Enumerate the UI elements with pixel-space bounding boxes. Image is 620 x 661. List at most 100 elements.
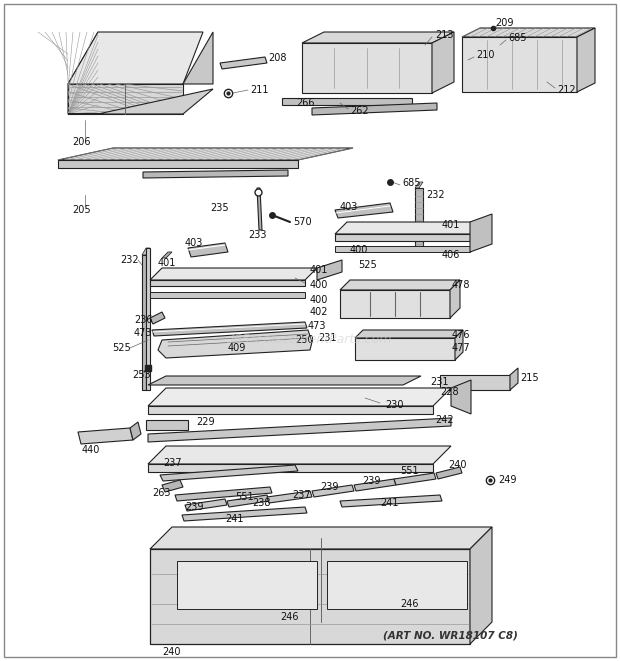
Polygon shape: [302, 32, 454, 43]
Polygon shape: [150, 268, 317, 280]
Polygon shape: [335, 246, 470, 252]
Text: 230: 230: [385, 400, 404, 410]
Polygon shape: [188, 243, 228, 257]
Text: 239: 239: [362, 476, 381, 486]
Text: 235: 235: [210, 203, 229, 213]
Polygon shape: [510, 368, 518, 390]
Polygon shape: [148, 446, 451, 464]
Text: 246: 246: [400, 599, 419, 609]
Polygon shape: [185, 499, 227, 511]
Polygon shape: [340, 495, 442, 507]
Polygon shape: [335, 203, 393, 218]
Text: 208: 208: [268, 53, 286, 63]
Text: 228: 228: [440, 387, 459, 397]
Text: 239: 239: [320, 482, 339, 492]
Polygon shape: [340, 290, 450, 318]
Polygon shape: [577, 28, 595, 92]
Polygon shape: [470, 214, 492, 252]
Polygon shape: [148, 406, 433, 414]
Text: 232: 232: [120, 255, 139, 265]
Polygon shape: [257, 188, 262, 230]
Text: 241: 241: [225, 514, 244, 524]
Polygon shape: [415, 188, 423, 248]
Text: 400: 400: [310, 295, 329, 305]
Text: 525: 525: [358, 260, 377, 270]
Text: 478: 478: [452, 280, 471, 290]
Polygon shape: [148, 464, 433, 472]
Polygon shape: [440, 375, 510, 390]
Polygon shape: [150, 280, 305, 286]
Polygon shape: [335, 234, 470, 241]
Text: 409: 409: [228, 343, 246, 353]
Polygon shape: [58, 160, 298, 168]
Polygon shape: [220, 57, 267, 69]
Polygon shape: [177, 561, 317, 609]
Text: 473: 473: [134, 328, 153, 338]
Polygon shape: [302, 43, 432, 93]
Text: 211: 211: [250, 85, 268, 95]
Text: 440: 440: [82, 445, 100, 455]
Text: 237: 237: [292, 490, 311, 500]
Polygon shape: [152, 322, 307, 336]
Polygon shape: [312, 485, 354, 497]
Polygon shape: [450, 280, 460, 318]
Polygon shape: [462, 37, 577, 92]
Polygon shape: [142, 255, 146, 390]
Text: 365replacementParts.com: 365replacementParts.com: [228, 334, 392, 346]
Text: 240: 240: [448, 460, 466, 470]
Text: 215: 215: [520, 373, 539, 383]
Text: 238: 238: [252, 498, 270, 508]
Polygon shape: [68, 89, 213, 114]
Polygon shape: [462, 28, 595, 37]
Text: 685: 685: [508, 33, 526, 43]
Text: 400: 400: [310, 280, 329, 290]
Polygon shape: [68, 32, 203, 84]
Text: 473: 473: [308, 321, 327, 331]
Text: 570: 570: [293, 217, 312, 227]
Polygon shape: [146, 420, 188, 430]
Text: 400: 400: [350, 245, 368, 255]
Polygon shape: [340, 280, 460, 290]
Polygon shape: [470, 527, 492, 644]
Text: 249: 249: [498, 475, 516, 485]
Polygon shape: [451, 380, 471, 414]
Polygon shape: [148, 388, 451, 406]
Polygon shape: [162, 252, 172, 258]
Polygon shape: [267, 491, 312, 503]
Polygon shape: [327, 561, 467, 609]
Text: 209: 209: [495, 18, 513, 28]
Text: 266: 266: [296, 98, 314, 108]
Polygon shape: [355, 330, 463, 338]
Text: 476: 476: [452, 330, 471, 340]
Text: 525: 525: [112, 343, 131, 353]
Polygon shape: [317, 260, 342, 280]
Text: 402: 402: [310, 307, 329, 317]
Polygon shape: [312, 103, 437, 115]
Polygon shape: [150, 292, 305, 298]
Text: 241: 241: [380, 498, 399, 508]
Text: 263: 263: [152, 488, 171, 498]
Text: 232: 232: [426, 190, 445, 200]
Text: 237: 237: [163, 458, 182, 468]
Polygon shape: [150, 549, 470, 644]
Polygon shape: [142, 248, 150, 255]
Polygon shape: [415, 182, 423, 188]
Text: 213: 213: [435, 30, 453, 40]
Polygon shape: [432, 32, 454, 93]
Polygon shape: [282, 98, 412, 105]
Text: (ART NO. WR18107 C8): (ART NO. WR18107 C8): [383, 630, 518, 640]
Polygon shape: [158, 330, 312, 358]
Text: 210: 210: [476, 50, 495, 60]
Polygon shape: [68, 32, 98, 114]
Text: 551: 551: [400, 466, 419, 476]
Text: 403: 403: [185, 238, 203, 248]
Polygon shape: [354, 479, 396, 491]
Text: 246: 246: [280, 612, 298, 622]
Text: 206: 206: [72, 137, 91, 147]
Text: 240: 240: [162, 647, 180, 657]
Polygon shape: [227, 495, 269, 507]
Text: 401: 401: [310, 265, 329, 275]
Text: 403: 403: [340, 202, 358, 212]
Text: 477: 477: [452, 343, 471, 353]
Polygon shape: [148, 376, 421, 385]
